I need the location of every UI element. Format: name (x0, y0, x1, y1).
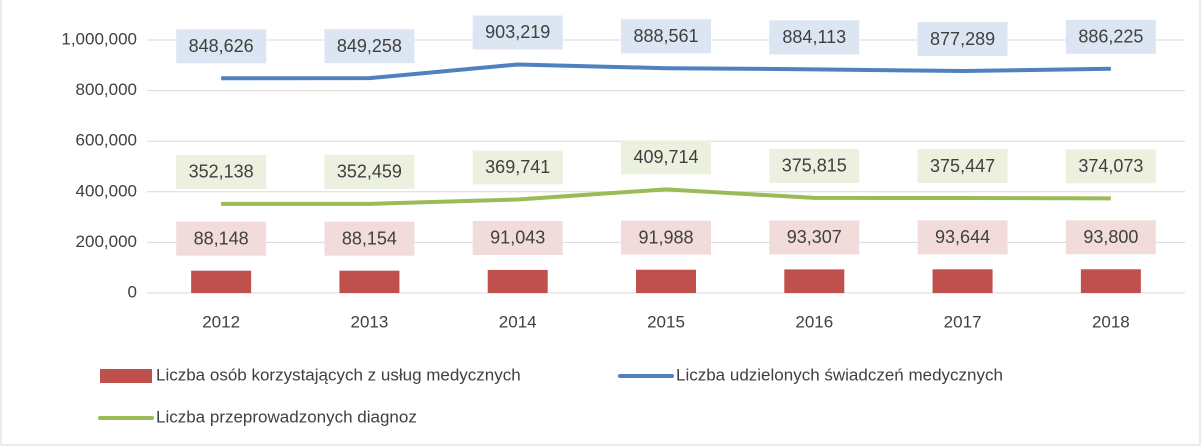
data-label: 352,459 (337, 162, 402, 182)
x-tick-label: 2018 (1092, 312, 1130, 331)
x-tick-label: 2012 (202, 312, 240, 331)
data-label: 91,988 (638, 227, 693, 247)
bar (1080, 269, 1141, 293)
data-label-box (472, 220, 563, 255)
data-label: 375,447 (930, 156, 995, 176)
bar (487, 269, 548, 293)
data-label-box (769, 20, 860, 55)
data-label-box (1065, 19, 1156, 54)
data-label: 93,307 (787, 227, 842, 247)
data-label: 409,714 (633, 147, 698, 167)
data-label-box (917, 22, 1008, 57)
legend-label: Liczba udzielonych świadczeń medycznych (676, 365, 1003, 384)
legend-swatch (100, 369, 152, 383)
y-tick-label: 0 (128, 282, 137, 301)
data-label-box (769, 148, 860, 183)
legend-label: Liczba osób korzystających z usług medyc… (156, 365, 521, 384)
data-label-box (917, 149, 1008, 184)
y-tick-label: 800,000 (76, 80, 137, 99)
data-label-box (621, 19, 711, 54)
data-label: 352,138 (189, 162, 254, 182)
y-tick-label: 400,000 (76, 181, 137, 200)
data-label-box (472, 150, 563, 185)
data-label-box (176, 221, 267, 256)
data-label-box (1065, 149, 1156, 184)
data-label-box (176, 29, 267, 64)
line (221, 187, 1111, 206)
y-tick-label: 200,000 (76, 232, 137, 251)
data-label: 369,741 (485, 157, 550, 177)
data-label-box (324, 221, 415, 256)
data-label-box (917, 220, 1008, 255)
data-label-box (324, 29, 415, 64)
data-label: 88,148 (194, 228, 249, 248)
bar (339, 270, 400, 293)
data-label-box (472, 15, 563, 50)
x-tick-label: 2017 (944, 312, 982, 331)
bar (191, 270, 252, 293)
data-label: 88,154 (342, 228, 397, 248)
data-label-box (1065, 220, 1156, 255)
data-label: 93,800 (1083, 227, 1138, 247)
data-label: 888,561 (633, 26, 698, 46)
x-tick-label: 2016 (795, 312, 833, 331)
y-tick-label: 1,000,000 (61, 29, 137, 48)
legend-label: Liczba przeprowadzonych diagnoz (156, 407, 417, 426)
data-label: 849,258 (337, 36, 402, 56)
data-label: 374,073 (1078, 156, 1143, 176)
bar (932, 269, 993, 293)
x-tick-label: 2013 (351, 312, 389, 331)
data-label-box (621, 220, 711, 255)
data-label-box (324, 154, 415, 189)
x-tick-label: 2014 (499, 312, 537, 331)
data-label-box (769, 220, 860, 255)
data-label: 903,219 (485, 22, 550, 42)
bar (636, 269, 696, 293)
data-label: 877,289 (930, 29, 995, 49)
data-label: 91,043 (490, 228, 545, 248)
line (221, 62, 1111, 81)
y-tick-label: 600,000 (76, 131, 137, 150)
x-tick-label: 2015 (647, 312, 685, 331)
data-label: 886,225 (1078, 27, 1143, 47)
data-label: 93,644 (935, 227, 990, 247)
data-label-box (176, 154, 267, 189)
bar (784, 269, 845, 293)
data-label: 375,815 (782, 156, 847, 176)
data-label-box (621, 140, 711, 175)
data-label: 848,626 (189, 36, 254, 56)
data-label: 884,113 (782, 27, 846, 47)
